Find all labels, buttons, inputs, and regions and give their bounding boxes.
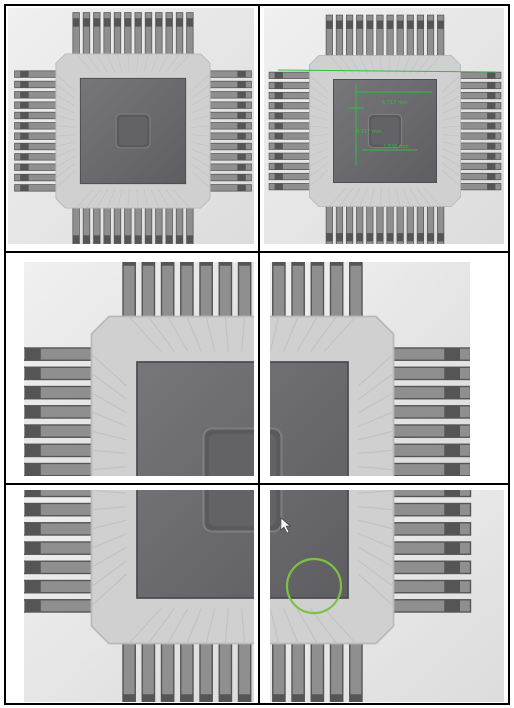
defect-highlight-circle [285, 557, 343, 615]
panel-zoom-top-right [270, 262, 470, 476]
width-measurement-label: 6.717 mm [382, 100, 408, 106]
lead-frame-chip-zoom [24, 262, 254, 476]
panel-grid [4, 4, 510, 705]
panel-overview [8, 8, 254, 244]
panel-zoom-top-left [24, 262, 254, 476]
lead-frame-chip-zoom [24, 490, 254, 702]
lead-frame-chip-zoom [270, 262, 470, 476]
panel-measured: 6.717 mm 6.717 mm 2.838 mm [264, 8, 504, 244]
height-measurement-label: 6.717 mm [356, 129, 382, 135]
lead-frame-chip-measured [268, 14, 502, 244]
panel-zoom-bottom-left [24, 490, 254, 702]
measurement-overlay [277, 69, 497, 165]
mouse-pointer-icon [280, 517, 291, 534]
panel-zoom-bottom-right [270, 490, 504, 702]
inner-measurement-label: 2.838 mm [383, 144, 409, 150]
lead-frame-chip [14, 12, 252, 244]
